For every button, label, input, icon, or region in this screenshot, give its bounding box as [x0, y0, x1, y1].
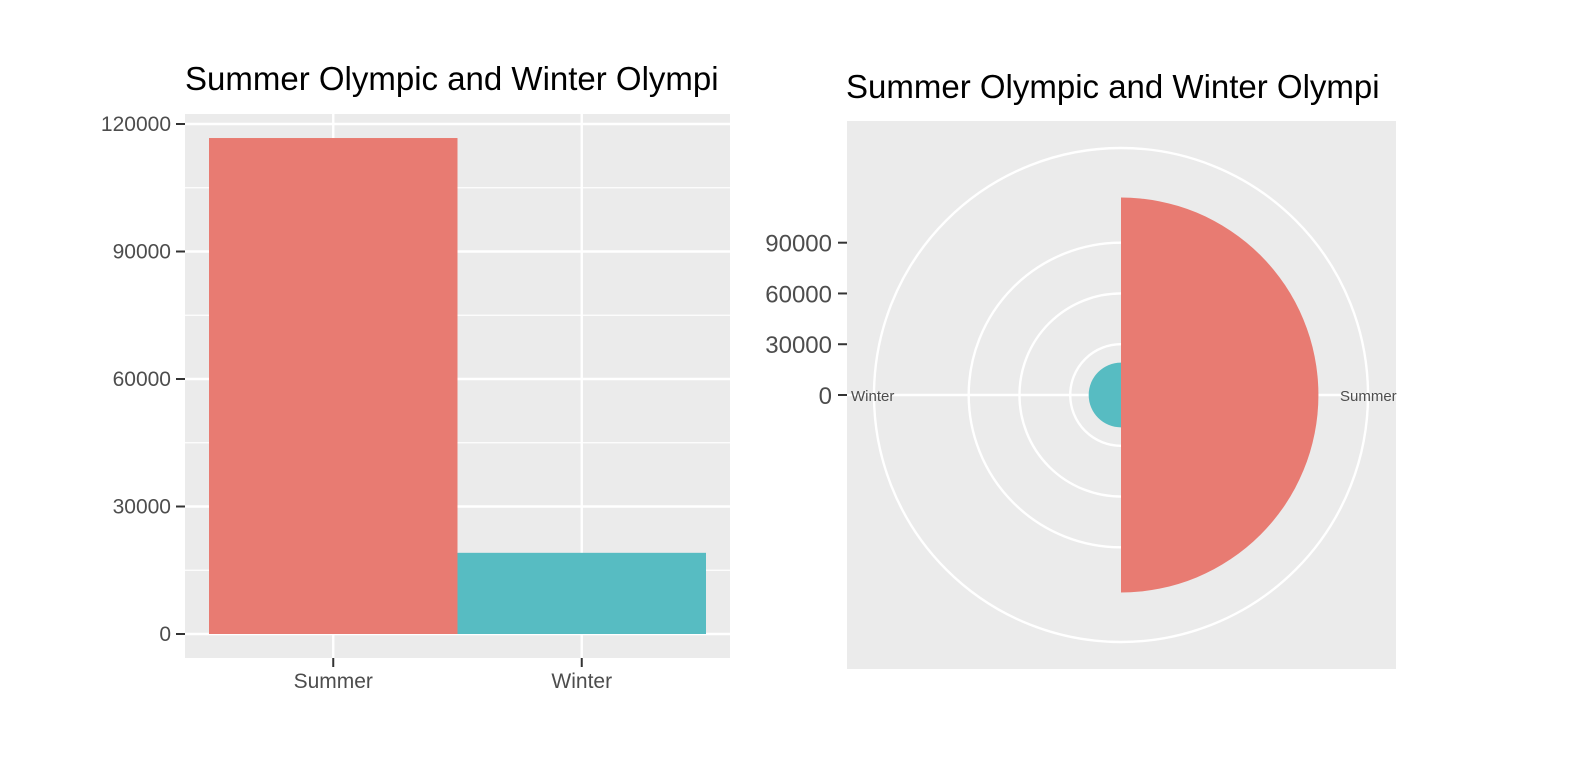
bar-chart-x-axis: Summer Winter — [294, 658, 612, 693]
slice-summer — [1121, 197, 1319, 593]
bar-chart-bars — [209, 138, 706, 634]
bar-y-tick-label: 120000 — [101, 113, 171, 136]
bar-chart: Summer Olympic and Winter Olympi 0 30000 6… — [101, 60, 730, 693]
bar-y-tick-label: 0 — [159, 623, 171, 646]
polar-chart-r-axis: 0 30000 60000 90000 — [765, 231, 847, 410]
bar-winter — [457, 552, 706, 634]
polar-theta-label: Winter — [851, 388, 894, 405]
bar-chart-y-axis: 0 30000 60000 90000 120000 — [101, 113, 185, 646]
polar-chart-title: Summer Olympic and Winter Olympi — [846, 68, 1380, 105]
bar-y-tick-label: 60000 — [113, 368, 171, 391]
bar-y-tick-label: 30000 — [113, 496, 171, 519]
bar-x-tick-label: Winter — [551, 670, 612, 693]
polar-r-tick-label: 90000 — [765, 231, 832, 258]
bar-y-tick-label: 90000 — [113, 241, 171, 264]
polar-chart-slices — [1088, 197, 1319, 593]
polar-r-tick-label: 0 — [819, 383, 832, 410]
polar-chart: Summer Olympic and Winter Olympi 0 30000 6… — [765, 68, 1397, 669]
bar-summer — [209, 138, 458, 634]
bar-x-tick-label: Summer — [294, 670, 373, 693]
polar-r-tick-label: 30000 — [765, 332, 832, 359]
polar-chart-theta-labels: Summer Winter — [851, 388, 1397, 405]
polar-r-tick-label: 60000 — [765, 281, 832, 308]
bar-chart-title: Summer Olympic and Winter Olympi — [185, 60, 719, 97]
polar-theta-label: Summer — [1340, 388, 1397, 405]
slice-winter — [1088, 362, 1121, 428]
